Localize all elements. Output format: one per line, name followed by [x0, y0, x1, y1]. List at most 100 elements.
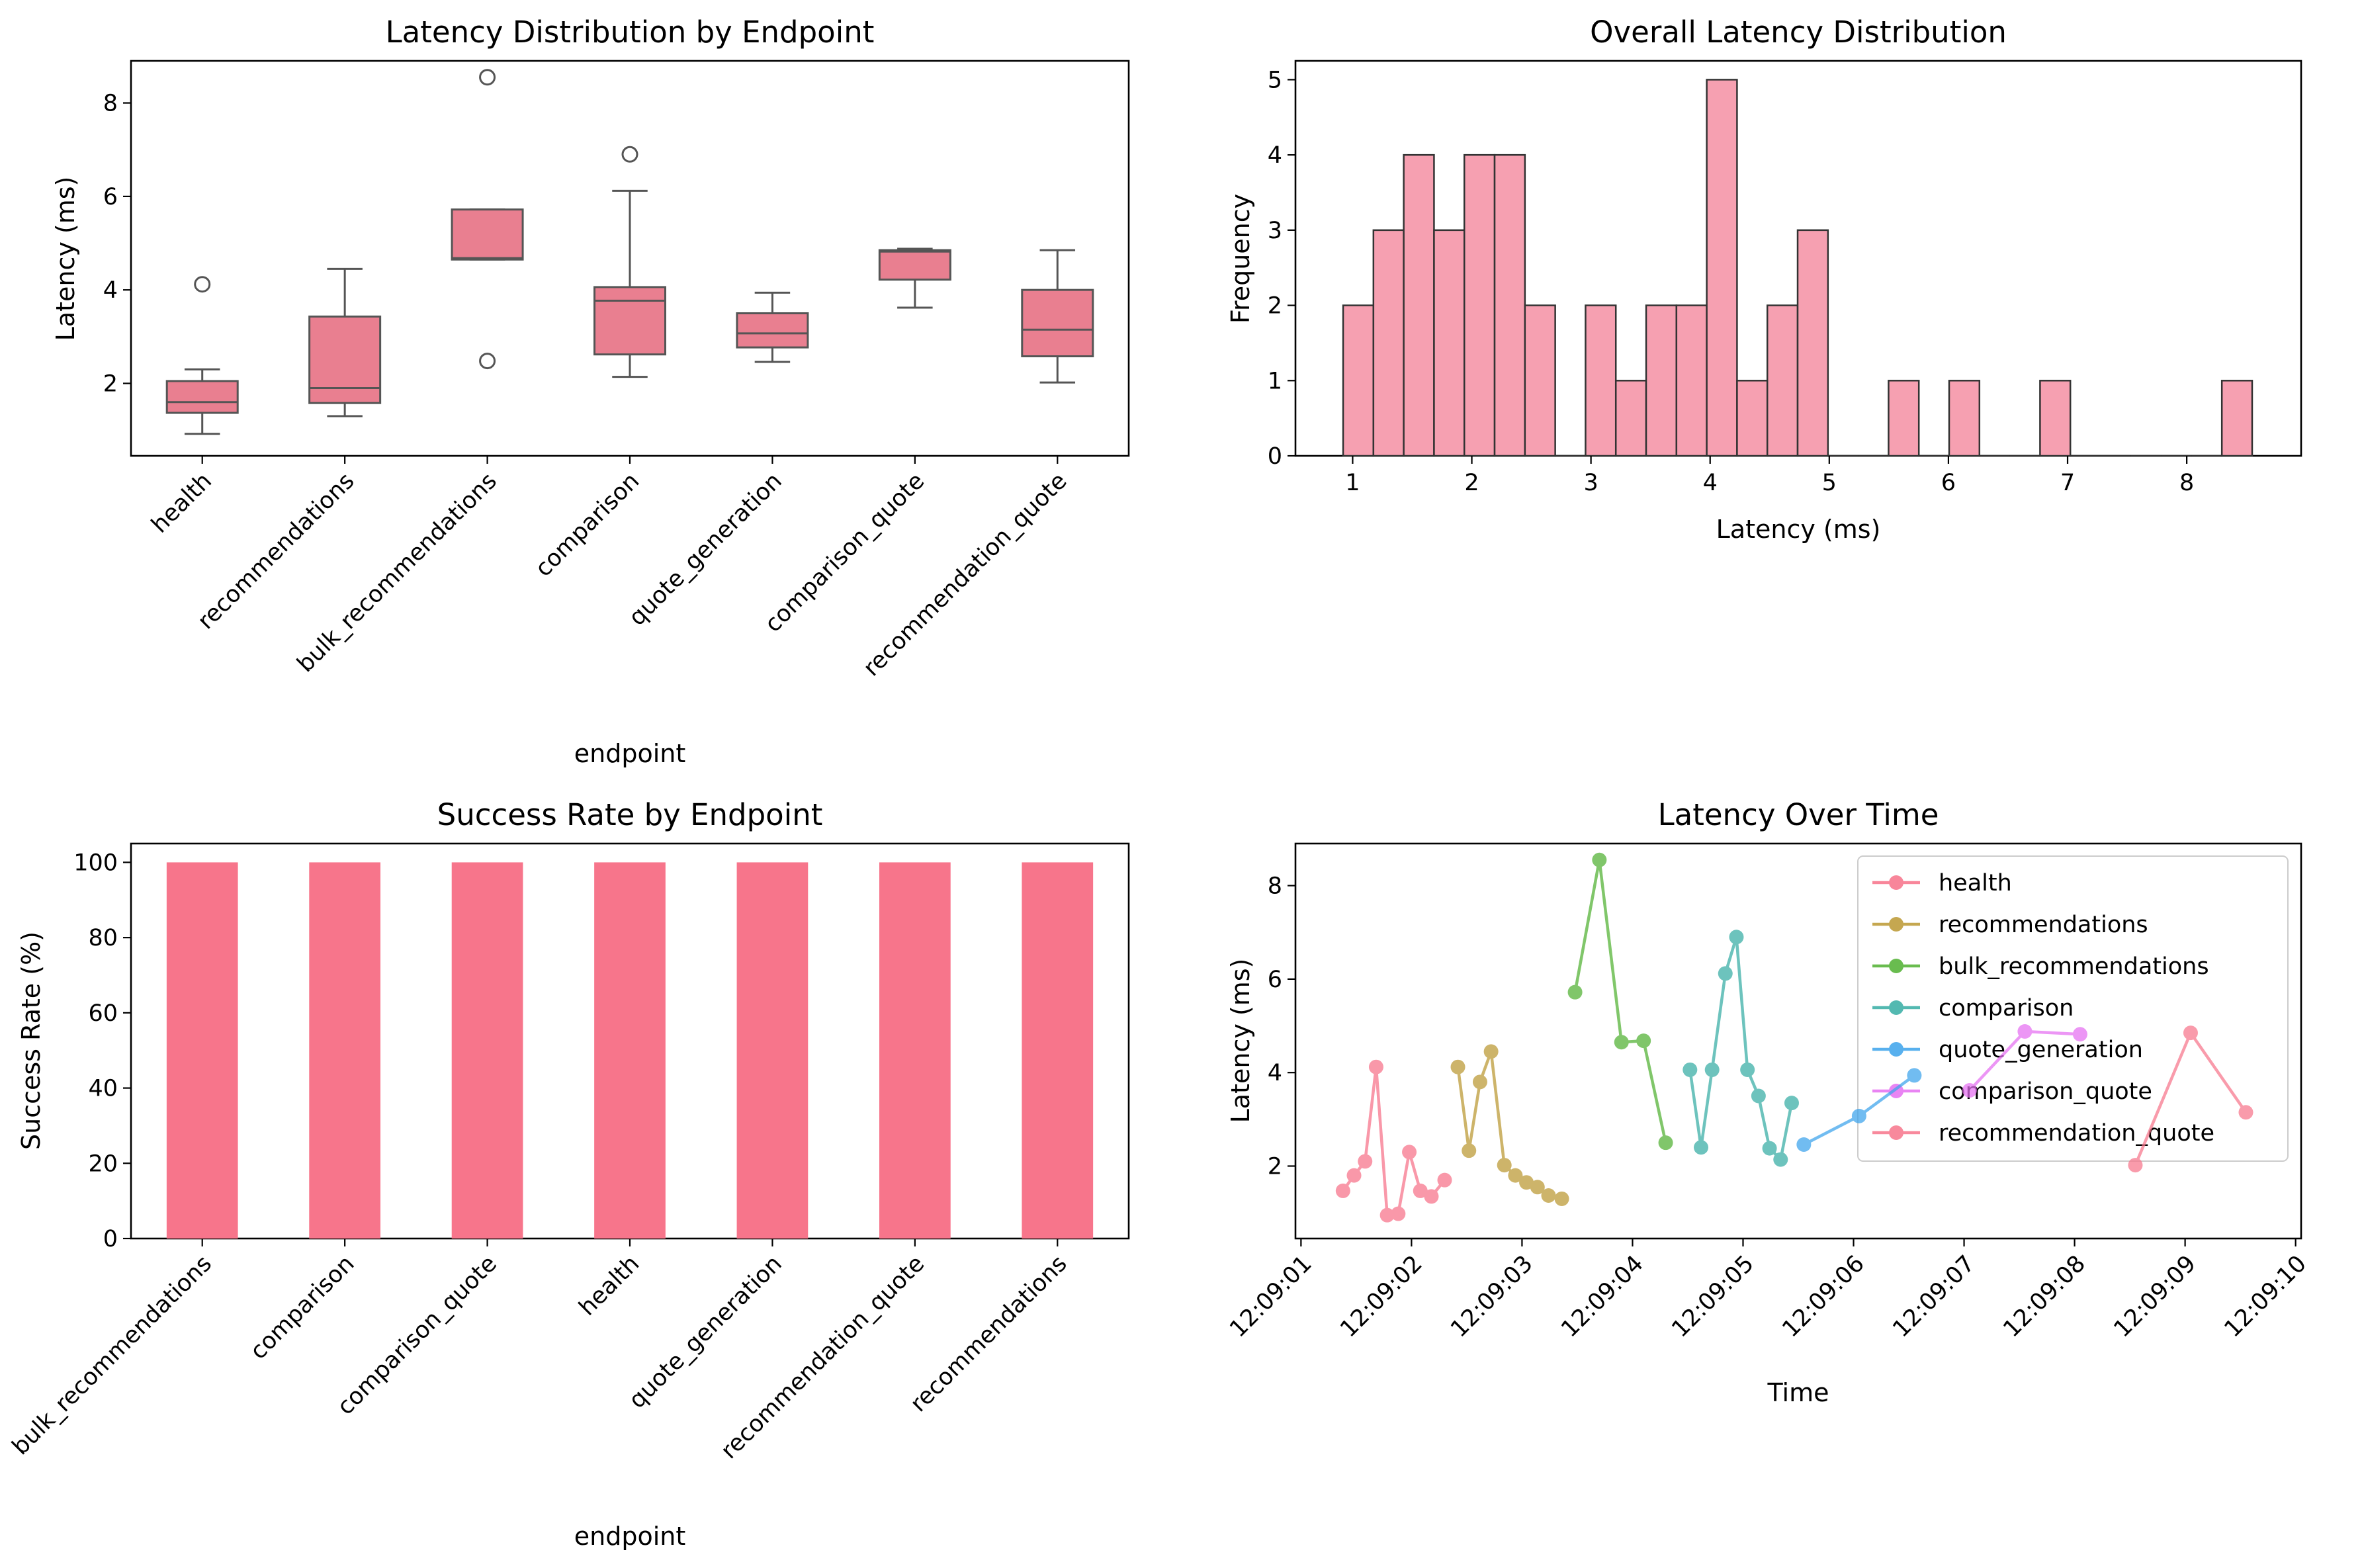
series-point — [1368, 1059, 1383, 1074]
boxplot-y-tick-label: 2 — [103, 370, 118, 397]
series-point — [1508, 1168, 1523, 1183]
histogram-bar — [1524, 304, 1556, 457]
success-rate-x-label: endpoint — [574, 1522, 686, 1551]
series-recommendations — [1450, 1044, 1569, 1206]
boxplot-x-tick-label: comparison — [531, 468, 645, 582]
success-rate-y-tick-label: 80 — [88, 925, 118, 951]
series-point — [1391, 1206, 1406, 1221]
histogram-x-tick-label: 6 — [1941, 470, 1956, 496]
histogram-y-label: Frequency — [1226, 194, 1255, 324]
series-point — [2072, 1027, 2087, 1042]
series-health — [1335, 1059, 1452, 1223]
histogram-bar — [1372, 229, 1405, 457]
histogram-bar — [1585, 304, 1617, 457]
success-rate-y-tick-label: 60 — [88, 1000, 118, 1027]
boxplot-y-tick-label: 8 — [103, 91, 118, 117]
series-point — [1740, 1062, 1755, 1077]
box-quote_generation — [736, 291, 809, 363]
legend-label: recommendations — [1939, 912, 2148, 938]
success-rate-x-tick-label: quote_generation — [624, 1250, 787, 1414]
histogram-y-tick-label: 3 — [1268, 218, 1282, 244]
success-rate-y-tick-label: 20 — [88, 1151, 118, 1177]
series-point — [1636, 1033, 1651, 1049]
series-point — [2017, 1024, 2033, 1039]
histogram-y-tick-label: 4 — [1268, 142, 1282, 169]
series-point — [1683, 1062, 1698, 1077]
boxplot-x-tick-label: quote_generation — [624, 468, 787, 631]
legend-label: health — [1939, 870, 2012, 896]
latency-time-axes-frame — [1294, 842, 2302, 1240]
latency-time-x-tick-label: 12:09:07 — [1888, 1250, 1980, 1342]
series-point — [1907, 1068, 1922, 1083]
latency-time-x-tick-label: 12:09:08 — [1999, 1250, 2091, 1342]
series-comparison_quote — [1962, 1024, 2087, 1098]
series-point — [1729, 930, 1744, 945]
legend-item-health — [1872, 875, 1920, 890]
success-rate-x-tick-label: health — [574, 1250, 645, 1321]
histogram-bar — [1403, 153, 1435, 457]
histogram-panel: Overall Latency Distribution Latency (ms… — [1226, 15, 2302, 544]
histogram-y-tick-label: 5 — [1268, 67, 1282, 93]
histogram-bar — [2039, 380, 2072, 457]
latency-time-x-tick-label: 12:09:05 — [1667, 1250, 1759, 1342]
box-health — [165, 276, 239, 435]
success-rate-y-label: Success Rate (%) — [17, 932, 46, 1150]
histogram-x-tick-label: 7 — [2060, 470, 2075, 496]
series-point — [1402, 1145, 1417, 1160]
series-point — [1851, 1108, 1866, 1123]
series-point — [1614, 1035, 1629, 1050]
box-iqr — [878, 249, 951, 281]
histogram-bar — [1675, 304, 1708, 457]
series-point — [2128, 1158, 2143, 1173]
latency-time-x-tick-label: 12:09:03 — [1446, 1250, 1538, 1342]
latency-time-y-label: Latency (ms) — [1226, 959, 1255, 1123]
success-rate-panel: Success Rate by Endpoint endpoint Succes… — [7, 797, 1130, 1551]
series-point — [1346, 1168, 1362, 1183]
box-iqr — [165, 380, 239, 414]
box-comparison_quote — [878, 247, 951, 309]
legend-item-comparison — [1872, 1000, 1920, 1015]
success-rate-y-tick-label: 100 — [73, 849, 118, 876]
success-bar-recommendations — [1022, 862, 1094, 1239]
series-point — [1335, 1183, 1350, 1198]
latency-time-x-tick-label: 12:09:09 — [2109, 1250, 2201, 1342]
box-iqr — [593, 286, 666, 356]
series-comparison — [1683, 930, 1799, 1167]
series-bulk_recommendations — [1567, 852, 1673, 1151]
legend-label: comparison — [1939, 995, 2074, 1022]
series-point — [1592, 852, 1607, 867]
histogram-x-label: Latency (ms) — [1716, 515, 1881, 544]
series-point — [1718, 966, 1733, 981]
histogram-x-tick-label: 3 — [1583, 470, 1598, 496]
series-point — [1437, 1172, 1452, 1188]
series-point — [1483, 1044, 1499, 1059]
legend-label: bulk_recommendations — [1939, 953, 2209, 980]
latency-time-y-tick-label: 6 — [1268, 967, 1282, 993]
histogram-x-tick-label: 5 — [1822, 470, 1837, 496]
boxplot-x-tick-label: recommendations — [193, 468, 359, 634]
success-bar-health — [594, 862, 666, 1239]
box-outlier — [621, 146, 638, 163]
latency-time-x-tick-label: 12:09:04 — [1556, 1250, 1648, 1342]
histogram-bar — [1736, 380, 1769, 457]
histogram-bar — [1706, 79, 1738, 457]
series-point — [2238, 1105, 2253, 1120]
histogram-bar — [1433, 229, 1465, 457]
legend-item-quote_generation — [1872, 1042, 1920, 1057]
series-point — [1773, 1152, 1788, 1167]
series-point — [1530, 1180, 1545, 1195]
histogram-bar — [1796, 229, 1829, 457]
series-point — [1424, 1189, 1439, 1204]
box-recommendations — [308, 267, 382, 417]
histogram-bar — [2220, 380, 2253, 457]
boxplot-y-tick-label: 4 — [103, 277, 118, 304]
histogram-y-tick-label: 0 — [1268, 443, 1282, 470]
legend-marker — [1889, 1125, 1903, 1140]
latency-time-panel: Latency Over Time Time Latency (ms) heal… — [1225, 797, 2312, 1407]
latency-time-x-tick-label: 12:09:06 — [1777, 1250, 1869, 1342]
series-point — [1358, 1154, 1373, 1169]
success-rate-x-tick-label: comparison — [245, 1250, 360, 1365]
latency-time-y-tick-label: 8 — [1268, 873, 1282, 900]
box-outlier — [479, 353, 496, 370]
